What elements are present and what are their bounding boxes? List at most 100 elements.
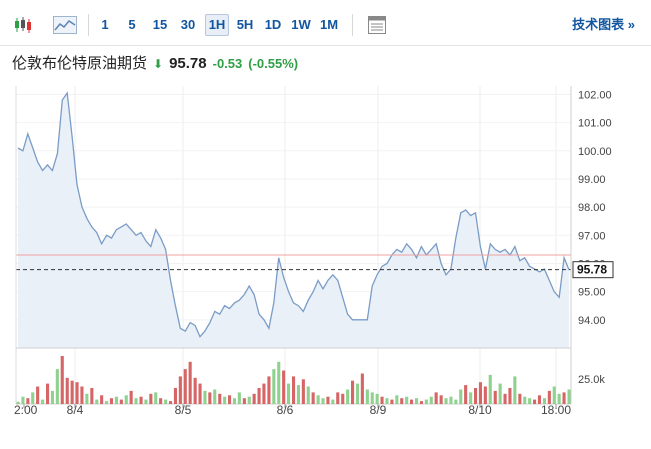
down-arrow-icon: ⬇ — [153, 53, 163, 75]
volume-bar — [302, 379, 305, 404]
volume-bar — [282, 371, 285, 405]
volume-bar — [415, 398, 418, 404]
volume-bar — [307, 387, 310, 405]
volume-bar — [267, 376, 270, 404]
y-tick-label: 98.00 — [578, 202, 606, 214]
volume-bar — [366, 390, 369, 405]
volume-bar — [351, 381, 354, 404]
interval-1d[interactable]: 1D — [262, 14, 284, 36]
current-price-label: 95.78 — [577, 263, 607, 277]
volume-bar — [420, 401, 423, 404]
table-view-icon[interactable] — [366, 14, 388, 36]
volume-bar — [80, 387, 83, 405]
volume-bar — [297, 385, 300, 404]
volume-bar — [435, 392, 438, 404]
toolbar-divider — [352, 14, 353, 36]
volume-bar — [189, 362, 192, 404]
area-chart-icon[interactable] — [52, 14, 78, 36]
y-tick-label: 97.00 — [578, 230, 606, 242]
volume-bar — [356, 384, 359, 404]
volume-bar — [149, 394, 152, 404]
volume-bar — [140, 397, 143, 404]
price-change-percent: (-0.55%) — [248, 53, 298, 75]
volume-bar — [390, 400, 393, 404]
volume-bar — [76, 382, 79, 404]
volume-bar — [144, 400, 147, 404]
quote-header: 伦敦布伦特原油期货 ⬇ 95.78 -0.53 (-0.55%) — [12, 53, 298, 75]
volume-bar — [154, 392, 157, 404]
volume-bar — [513, 376, 516, 404]
volume-bar — [71, 381, 74, 404]
volume-bar — [504, 394, 507, 404]
price-chart[interactable]: 102.00101.00100.0099.0098.0097.0096.0095… — [0, 86, 651, 444]
volume-bar — [474, 388, 477, 404]
volume-bar — [213, 390, 216, 405]
volume-bar — [331, 400, 334, 404]
toolbar-divider — [88, 14, 89, 36]
volume-bar — [159, 398, 162, 404]
volume-bar — [336, 392, 339, 404]
interval-30min[interactable]: 30 — [177, 14, 199, 36]
interval-1w[interactable]: 1W — [290, 14, 312, 36]
price-chart-area[interactable]: 102.00101.00100.0099.0098.0097.0096.0095… — [0, 86, 651, 444]
volume-bar — [528, 398, 531, 404]
volume-bar — [46, 384, 49, 404]
volume-bar — [61, 356, 64, 404]
volume-bar — [430, 397, 433, 404]
volume-bar — [326, 397, 329, 404]
volume-bar — [568, 390, 571, 405]
volume-bar — [218, 394, 221, 404]
volume-bar — [130, 391, 133, 404]
volume-bar — [361, 374, 364, 405]
volume-bar — [184, 369, 187, 404]
volume-bar — [223, 397, 226, 404]
volume-bar — [135, 398, 138, 404]
volume-bar — [489, 375, 492, 404]
volume-bar — [203, 391, 206, 404]
x-tick-label: 2:00 — [14, 403, 38, 417]
volume-bar — [494, 391, 497, 404]
volume-bar — [287, 384, 290, 404]
candlestick-icon[interactable] — [12, 14, 34, 36]
volume-bar — [445, 398, 448, 404]
y-tick-label: 101.00 — [578, 118, 612, 130]
interval-5h[interactable]: 5H — [234, 14, 256, 36]
volume-bar — [410, 400, 413, 404]
y-tick-label: 99.00 — [578, 174, 606, 186]
interval-1min[interactable]: 1 — [97, 14, 113, 36]
volume-bar — [169, 401, 172, 404]
volume-bar — [174, 388, 177, 404]
volume-bar — [51, 391, 54, 404]
volume-bar — [199, 384, 202, 404]
volume-bar — [253, 394, 256, 404]
volume-bar — [395, 395, 398, 404]
volume-bar — [277, 362, 280, 404]
volume-bar — [208, 392, 211, 404]
volume-bar — [194, 378, 197, 404]
volume-bar — [312, 392, 315, 404]
y-tick-label: 95.00 — [578, 287, 606, 299]
instrument-title: 伦敦布伦特原油期货 — [12, 53, 147, 75]
volume-bar — [228, 395, 231, 404]
volume-bar — [164, 400, 167, 404]
y-tick-label: 94.00 — [578, 315, 606, 327]
volume-bar — [479, 382, 482, 404]
volume-bar — [292, 376, 295, 404]
volume-bar — [341, 394, 344, 404]
volume-bar — [484, 387, 487, 405]
interval-15min[interactable]: 15 — [149, 14, 171, 36]
volume-bar — [115, 397, 118, 404]
volume-bar — [243, 398, 246, 404]
volume-bar — [346, 390, 349, 405]
volume-bar — [405, 397, 408, 404]
volume-bar — [258, 388, 261, 404]
chart-toolbar: 1 5 15 30 1H 5H 1D 1W 1M 技术图表 » — [0, 0, 651, 46]
volume-bar — [499, 384, 502, 404]
tech-chart-link[interactable]: 技术图表 » — [572, 14, 635, 36]
volume-bar — [233, 398, 236, 404]
interval-5min[interactable]: 5 — [124, 14, 140, 36]
interval-1h[interactable]: 1H — [205, 14, 229, 36]
volume-bar — [90, 388, 93, 404]
volume-bar — [425, 400, 428, 404]
interval-1m[interactable]: 1M — [318, 14, 340, 36]
